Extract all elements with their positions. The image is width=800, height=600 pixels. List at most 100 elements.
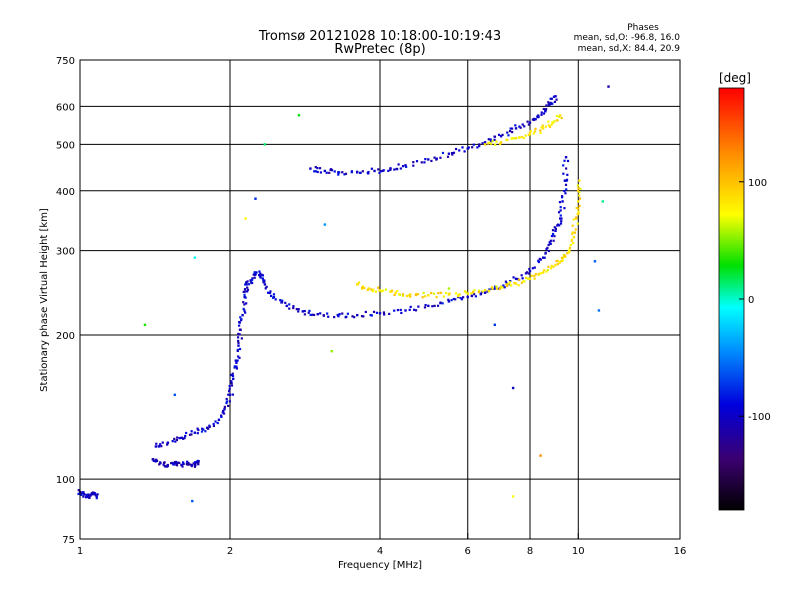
data-point	[447, 287, 451, 290]
data-point	[407, 294, 410, 297]
data-point	[424, 303, 427, 307]
data-point	[190, 430, 193, 433]
data-point	[552, 95, 556, 98]
data-point	[405, 294, 408, 298]
data-point	[337, 173, 340, 176]
data-point	[207, 427, 210, 430]
data-point	[544, 109, 547, 113]
data-point	[556, 263, 559, 266]
data-point	[242, 301, 245, 304]
data-point	[341, 312, 344, 315]
data-point	[249, 279, 252, 282]
data-point	[156, 459, 159, 463]
data-point	[237, 344, 240, 347]
data-point	[322, 314, 325, 317]
data-point	[533, 266, 536, 269]
data-point	[454, 292, 458, 295]
data-point	[497, 133, 501, 136]
data-point	[360, 315, 364, 318]
data-point	[555, 259, 558, 263]
data-point	[364, 310, 367, 314]
data-point	[556, 223, 560, 226]
data-point	[566, 159, 570, 163]
data-point	[155, 442, 158, 445]
data-point	[607, 85, 610, 88]
data-point	[477, 290, 480, 294]
data-point	[481, 142, 484, 145]
chart-title: Tromsø 20121028 10:18:00-10:19:43	[258, 29, 501, 44]
data-point	[575, 216, 578, 219]
data-point	[565, 167, 568, 170]
data-point	[445, 291, 448, 295]
data-point	[577, 207, 580, 210]
data-point	[380, 290, 383, 293]
data-point	[328, 171, 331, 174]
data-point	[528, 267, 531, 271]
data-point	[542, 107, 545, 111]
x-axis-label: Frequency [MHz]	[338, 560, 422, 571]
data-point	[423, 295, 427, 298]
data-point	[91, 493, 94, 496]
data-point	[212, 424, 216, 428]
data-point	[389, 167, 392, 170]
data-point	[530, 274, 533, 277]
data-point	[263, 283, 267, 286]
data-point	[163, 461, 166, 464]
data-point	[166, 443, 169, 446]
data-point	[377, 286, 380, 289]
data-point	[497, 287, 501, 290]
data-point	[220, 415, 223, 418]
data-point	[560, 116, 563, 120]
data-point	[171, 440, 174, 443]
data-point	[563, 179, 567, 182]
data-point	[496, 287, 499, 290]
data-point	[455, 147, 458, 151]
data-point	[503, 286, 506, 289]
data-point	[571, 231, 574, 234]
y-tick-label: 500	[56, 140, 75, 151]
data-point	[240, 337, 243, 340]
data-point	[221, 411, 224, 414]
data-point	[295, 308, 298, 311]
data-point	[202, 428, 205, 431]
data-point	[404, 164, 407, 167]
data-point	[534, 127, 537, 130]
data-point	[546, 246, 549, 249]
data-point	[94, 494, 97, 497]
data-point	[279, 299, 282, 302]
data-point	[404, 309, 407, 312]
data-point	[228, 387, 231, 390]
data-point	[242, 290, 245, 293]
data-point	[571, 224, 574, 227]
data-point	[308, 309, 311, 312]
data-point	[176, 461, 180, 464]
data-point	[521, 123, 524, 126]
data-point	[383, 313, 386, 316]
data-point	[527, 272, 530, 275]
data-point	[399, 308, 402, 312]
data-point	[235, 367, 239, 370]
data-point	[513, 137, 516, 140]
data-point	[176, 436, 179, 439]
data-point	[377, 168, 380, 171]
data-point	[401, 294, 405, 297]
data-point	[88, 494, 91, 497]
data-point	[547, 243, 550, 247]
data-point	[550, 264, 553, 267]
data-point	[245, 283, 248, 286]
data-point	[160, 445, 163, 448]
data-point	[514, 282, 518, 285]
data-point	[380, 170, 383, 173]
data-point	[370, 167, 373, 170]
data-point	[527, 133, 530, 137]
data-point	[346, 312, 350, 315]
data-point	[84, 496, 88, 499]
data-point	[363, 286, 366, 290]
data-point	[86, 493, 89, 496]
data-point	[573, 231, 577, 234]
data-point	[237, 332, 240, 336]
data-point	[390, 289, 394, 292]
data-point	[545, 104, 548, 107]
data-point	[96, 493, 99, 496]
data-point	[528, 131, 531, 135]
